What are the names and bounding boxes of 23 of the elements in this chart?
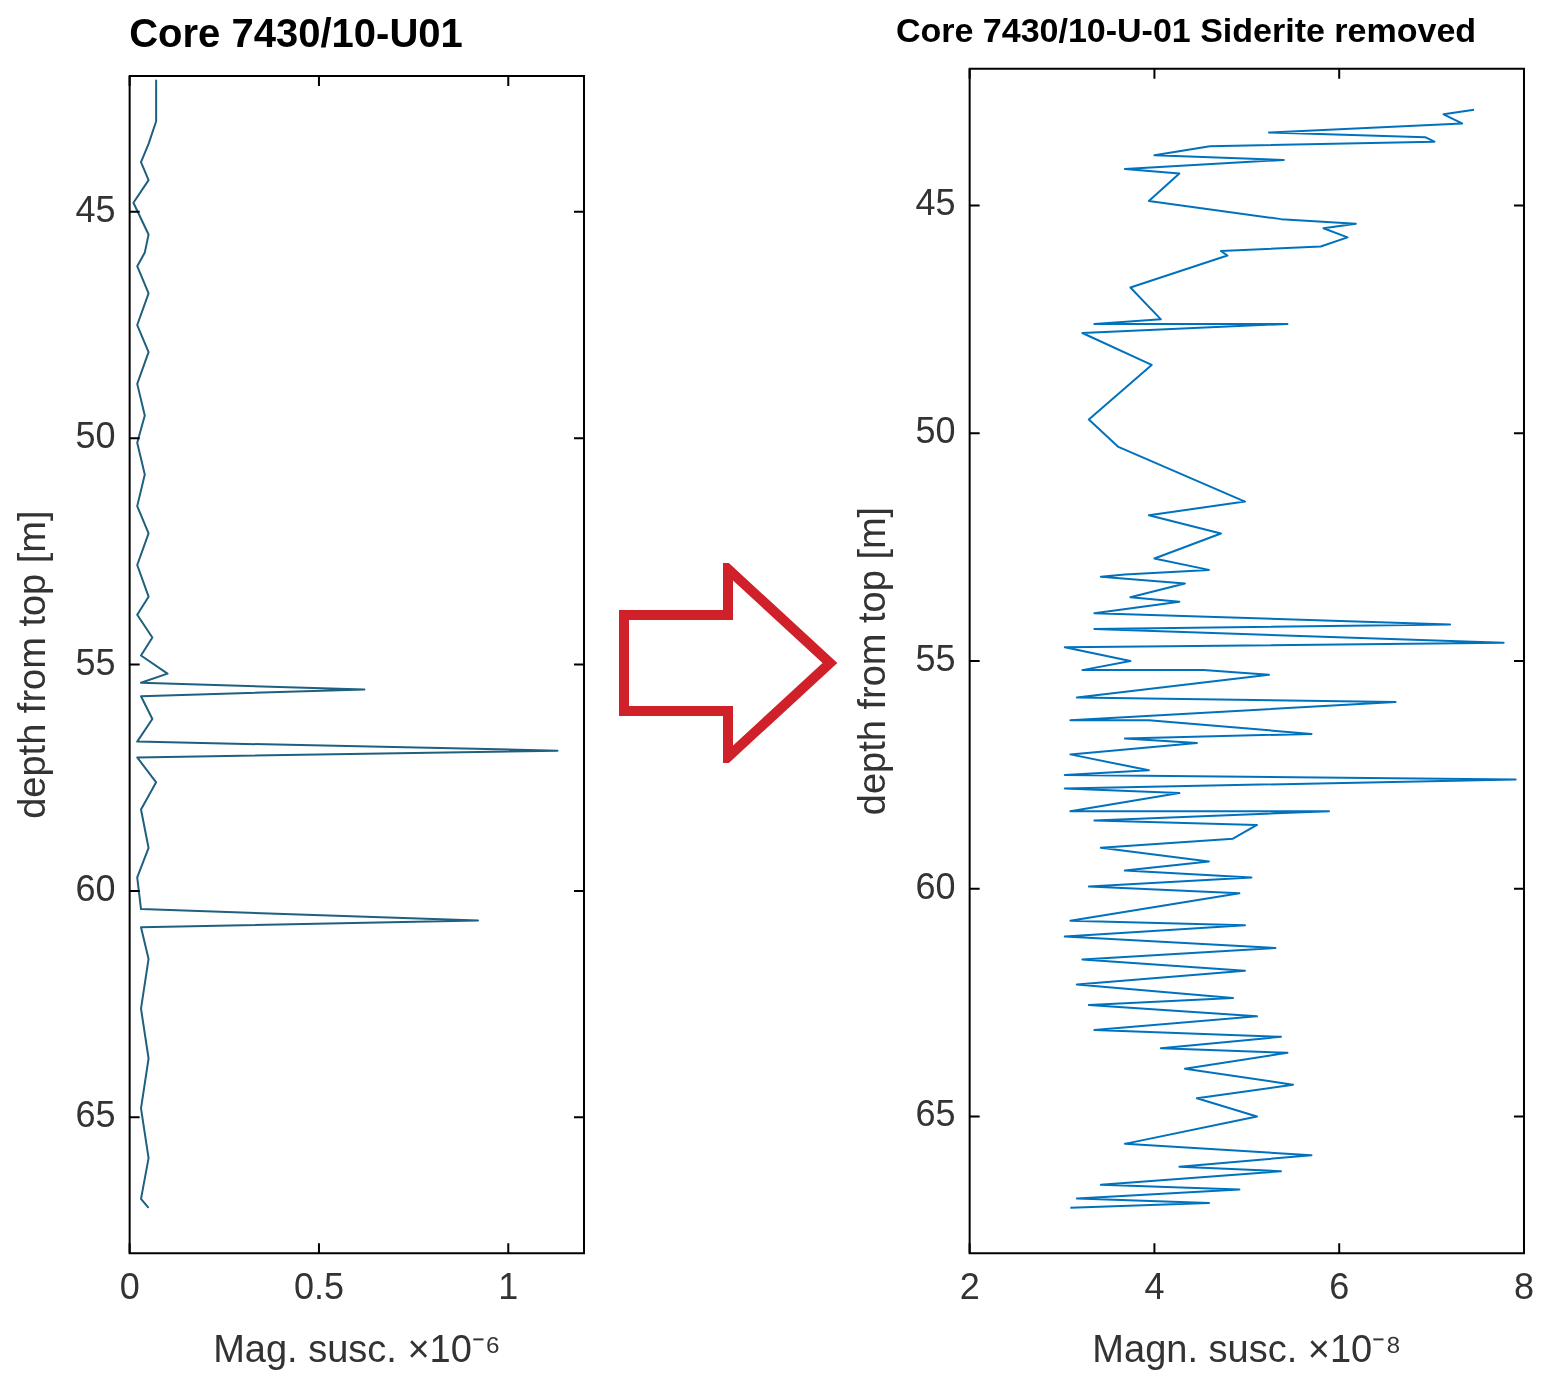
y-axis-title: depth from top [m] xyxy=(11,510,54,819)
x-tick-label: 0.5 xyxy=(293,1265,344,1307)
chart-title: Core 7430/10-U01 xyxy=(129,11,463,56)
y-tick-label: 60 xyxy=(75,867,116,909)
y-tick-label: 45 xyxy=(915,182,956,224)
x-tick-label: 4 xyxy=(1144,1265,1165,1307)
y-tick-label: 65 xyxy=(75,1094,116,1136)
chart-title: Core 7430/10-U-01 Siderite removed xyxy=(895,10,1477,49)
y-tick-label: 45 xyxy=(75,188,116,230)
x-axis-title: Magn. susc. ×10⁻⁸ xyxy=(1092,1327,1402,1370)
y-tick-label: 55 xyxy=(75,641,116,683)
y-tick-label: 50 xyxy=(915,410,956,452)
x-axis-title: Mag. susc. ×10⁻⁶ xyxy=(213,1327,501,1370)
x-tick-label: 1 xyxy=(498,1265,519,1307)
x-tick-label: 0 xyxy=(119,1265,140,1307)
y-tick-label: 60 xyxy=(915,865,956,907)
x-tick-label: 6 xyxy=(1329,1265,1350,1307)
y-tick-label: 50 xyxy=(75,415,116,457)
x-tick-label: 8 xyxy=(1513,1265,1534,1307)
y-tick-label: 55 xyxy=(915,637,956,679)
y-axis-title: depth from top [m] xyxy=(851,506,894,816)
x-tick-label: 2 xyxy=(959,1265,980,1307)
y-tick-label: 65 xyxy=(915,1093,956,1135)
